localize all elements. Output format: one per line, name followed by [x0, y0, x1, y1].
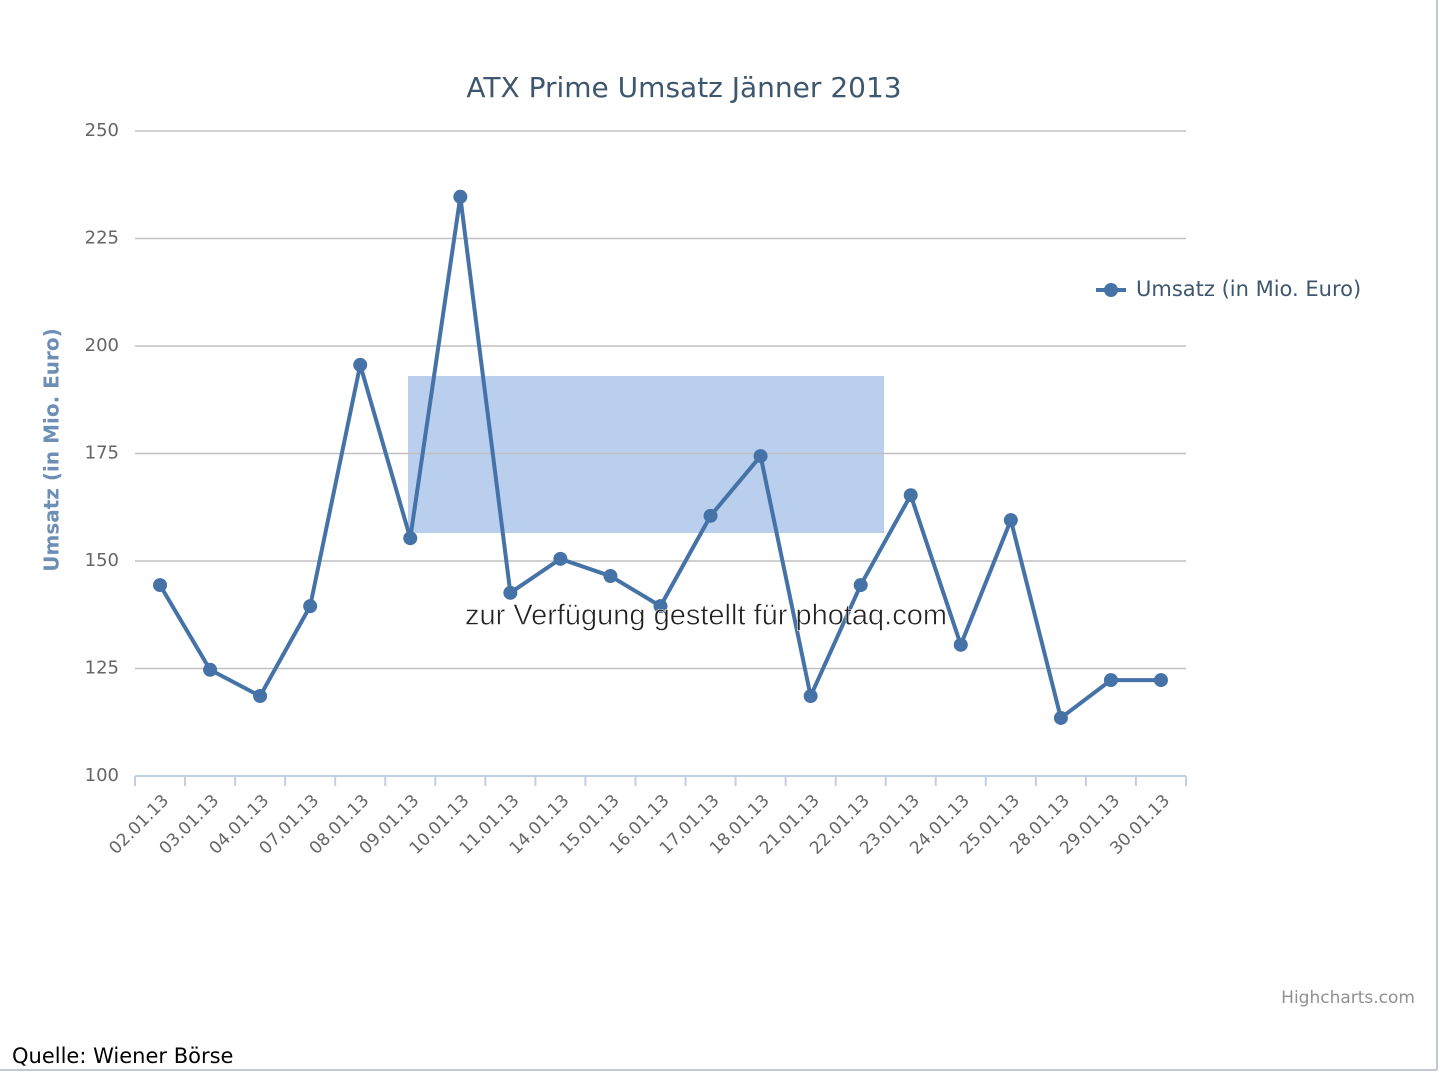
point — [203, 662, 218, 677]
y-tick-label: 150 — [85, 550, 119, 571]
point — [703, 508, 718, 523]
y-tick-label: 125 — [85, 658, 119, 679]
y-tick-label: 250 — [85, 120, 119, 141]
legend-label: Umsatz (in Mio. Euro) — [1136, 277, 1361, 301]
y-tick-label: 175 — [85, 443, 119, 464]
point — [953, 637, 968, 652]
point — [503, 585, 518, 600]
point — [853, 578, 868, 593]
source: Quelle: Wiener Börse — [12, 1044, 233, 1068]
point — [1003, 513, 1018, 528]
point — [603, 569, 618, 584]
y-tick-label: 100 — [85, 765, 119, 786]
watermark-text: zur Verfügung gestellt für photaq.com — [465, 600, 947, 632]
point — [303, 599, 318, 614]
point — [553, 551, 568, 566]
point — [253, 689, 268, 704]
credits: Highcharts.com — [1281, 988, 1415, 1008]
point — [353, 357, 368, 372]
chart-title: ATX Prime Umsatz Jänner 2013 — [466, 71, 901, 104]
point — [753, 449, 768, 464]
point — [903, 488, 918, 503]
point — [1103, 673, 1118, 688]
point — [153, 578, 168, 593]
point — [653, 599, 668, 614]
y-axis-title: Umsatz (in Mio. Euro) — [40, 328, 64, 572]
point — [1153, 673, 1168, 688]
legend-marker — [1104, 283, 1118, 297]
y-tick-label: 200 — [85, 335, 119, 356]
watermark-box — [408, 376, 884, 533]
point — [803, 689, 818, 704]
y-tick-label: 225 — [85, 228, 119, 249]
point — [453, 189, 468, 204]
point — [1053, 710, 1068, 725]
point — [403, 531, 418, 546]
